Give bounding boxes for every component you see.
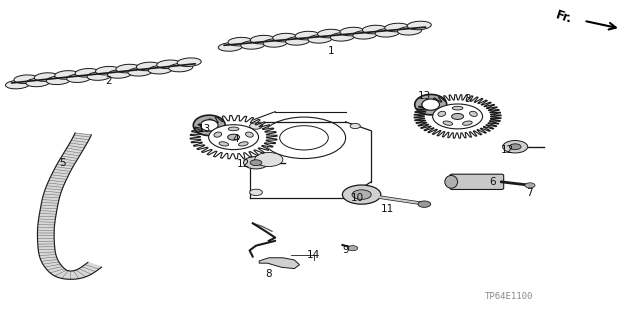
Ellipse shape [228,127,239,131]
Ellipse shape [273,33,297,42]
Ellipse shape [463,121,472,125]
Ellipse shape [200,120,218,131]
Ellipse shape [263,39,287,47]
Ellipse shape [397,26,422,35]
Ellipse shape [177,58,201,66]
Polygon shape [414,95,501,138]
Ellipse shape [95,66,120,75]
Text: 4: 4 [232,134,239,144]
Ellipse shape [169,63,193,72]
Circle shape [509,144,521,150]
Circle shape [244,157,269,169]
Ellipse shape [136,62,161,71]
Text: 7: 7 [527,188,533,198]
Text: 10: 10 [351,193,364,203]
Ellipse shape [415,94,447,115]
Ellipse shape [46,76,70,85]
Ellipse shape [218,43,243,51]
FancyBboxPatch shape [450,174,504,189]
Ellipse shape [452,106,463,110]
Text: 5: 5 [60,158,66,168]
Ellipse shape [317,29,342,38]
Ellipse shape [250,35,275,44]
Text: 3: 3 [464,94,470,104]
Polygon shape [190,115,277,159]
Ellipse shape [362,25,387,34]
Ellipse shape [75,69,99,77]
Text: 13: 13 [198,124,211,134]
Circle shape [418,201,431,207]
Ellipse shape [193,115,225,136]
Ellipse shape [443,121,452,125]
Circle shape [250,123,262,129]
Circle shape [433,104,483,129]
Circle shape [525,183,535,188]
Circle shape [350,123,360,129]
Circle shape [250,189,262,196]
Text: 9: 9 [342,245,349,256]
Ellipse shape [116,64,140,73]
Ellipse shape [422,99,440,110]
Ellipse shape [87,72,111,80]
Ellipse shape [128,68,152,76]
Ellipse shape [157,60,181,69]
Ellipse shape [330,33,355,41]
Circle shape [503,140,528,153]
Text: 12: 12 [501,145,514,155]
Text: 12: 12 [237,159,250,169]
Text: 6: 6 [490,177,496,187]
Ellipse shape [353,31,377,39]
Ellipse shape [55,70,79,79]
Ellipse shape [228,37,252,46]
Ellipse shape [26,78,50,87]
Ellipse shape [308,34,332,43]
Ellipse shape [445,175,458,188]
Circle shape [209,125,259,150]
Ellipse shape [14,75,38,84]
Text: 11: 11 [381,204,394,214]
Ellipse shape [214,132,221,137]
Polygon shape [259,258,300,269]
Ellipse shape [148,65,172,74]
Ellipse shape [6,80,29,89]
Ellipse shape [35,73,58,81]
Text: 13: 13 [418,91,431,101]
Text: 8: 8 [266,269,272,279]
Text: TP64E1100: TP64E1100 [484,293,533,301]
Text: 1: 1 [328,46,334,56]
Ellipse shape [219,142,228,146]
Circle shape [352,190,371,199]
Text: Fr.: Fr. [554,9,574,26]
Circle shape [250,160,262,166]
Ellipse shape [108,70,132,78]
Polygon shape [38,133,102,279]
Text: 14: 14 [307,250,320,260]
Ellipse shape [438,111,445,116]
Ellipse shape [340,27,364,36]
Ellipse shape [385,23,409,32]
Ellipse shape [285,37,310,45]
Ellipse shape [295,31,319,40]
Circle shape [342,185,381,204]
Ellipse shape [375,28,399,37]
Ellipse shape [67,74,91,83]
Circle shape [348,246,358,251]
Circle shape [228,134,239,140]
Circle shape [255,152,283,167]
Circle shape [452,114,463,119]
Ellipse shape [239,142,248,146]
Ellipse shape [470,111,477,116]
Ellipse shape [246,132,253,137]
Ellipse shape [407,21,431,30]
Ellipse shape [241,41,265,49]
Text: 2: 2 [106,76,112,86]
